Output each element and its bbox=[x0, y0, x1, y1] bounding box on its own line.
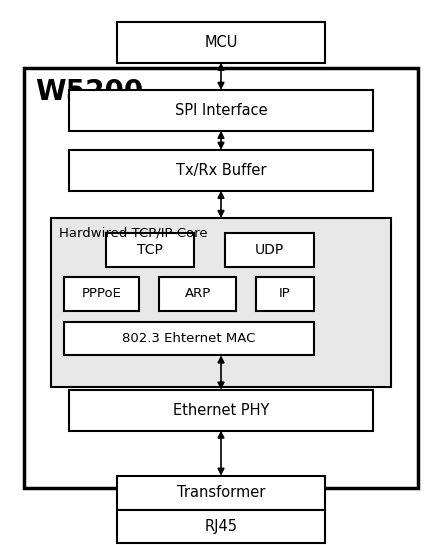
Text: TCP: TCP bbox=[137, 243, 163, 257]
Text: Transformer: Transformer bbox=[177, 485, 265, 500]
Bar bbox=[69, 150, 373, 191]
Bar bbox=[117, 510, 325, 543]
Bar bbox=[256, 277, 314, 311]
Text: Hardwired TCP/IP Core: Hardwired TCP/IP Core bbox=[59, 226, 207, 239]
Text: 802.3 Ehternet MAC: 802.3 Ehternet MAC bbox=[122, 332, 255, 345]
Text: Tx/Rx Buffer: Tx/Rx Buffer bbox=[176, 163, 266, 178]
Text: SPI Interface: SPI Interface bbox=[175, 103, 267, 118]
Text: W5200: W5200 bbox=[35, 78, 144, 106]
Bar bbox=[106, 233, 194, 267]
Text: ARP: ARP bbox=[185, 287, 211, 300]
Bar bbox=[69, 90, 373, 131]
Text: Ethernet PHY: Ethernet PHY bbox=[173, 403, 269, 417]
Bar bbox=[51, 218, 391, 387]
Text: RJ45: RJ45 bbox=[205, 519, 237, 534]
Bar bbox=[24, 68, 418, 488]
Text: MCU: MCU bbox=[204, 35, 238, 50]
Text: IP: IP bbox=[279, 287, 291, 300]
Bar bbox=[64, 277, 139, 311]
Bar bbox=[117, 22, 325, 63]
Text: PPPoE: PPPoE bbox=[82, 287, 122, 300]
Bar bbox=[69, 390, 373, 431]
Bar bbox=[225, 233, 314, 267]
Text: UDP: UDP bbox=[255, 243, 284, 257]
Bar bbox=[159, 277, 236, 311]
Bar bbox=[64, 322, 314, 355]
Bar bbox=[117, 476, 325, 510]
